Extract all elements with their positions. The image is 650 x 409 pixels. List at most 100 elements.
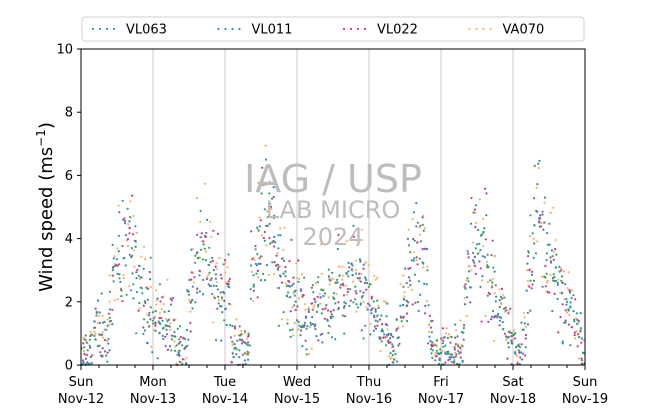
data-point: [307, 310, 310, 313]
data-point: [232, 356, 235, 359]
data-point: [121, 199, 124, 202]
data-point: [484, 187, 487, 190]
legend-label: VL011: [252, 23, 293, 38]
data-point: [505, 338, 508, 341]
data-point: [275, 254, 278, 257]
data-point: [356, 277, 359, 280]
data-point: [419, 240, 423, 243]
data-point: [98, 311, 101, 314]
data-point: [199, 236, 202, 239]
data-point: [360, 272, 363, 276]
data-point: [327, 275, 331, 278]
data-point: [314, 282, 317, 285]
data-point: [513, 333, 516, 336]
data-point: [120, 295, 123, 298]
data-point: [327, 324, 330, 327]
data-point: [526, 323, 530, 326]
data-point: [293, 294, 296, 297]
data-point: [498, 288, 501, 291]
data-point: [430, 320, 433, 323]
data-point: [302, 294, 305, 297]
data-point: [89, 346, 92, 349]
data-point: [294, 300, 297, 303]
data-point: [85, 341, 88, 344]
data-point: [148, 270, 151, 274]
data-point: [424, 312, 427, 315]
data-point: [326, 319, 329, 322]
data-point: [246, 337, 249, 340]
data-point: [292, 334, 295, 337]
legend-box: [81, 16, 585, 42]
legend-marker: [475, 27, 478, 31]
data-point: [118, 273, 121, 276]
data-point: [202, 243, 205, 246]
data-point: [231, 340, 234, 343]
data-point: [523, 311, 526, 315]
data-point: [466, 277, 469, 280]
data-point: [493, 339, 496, 343]
data-point: [94, 307, 97, 310]
data-point: [491, 277, 494, 280]
data-point: [99, 351, 102, 354]
data-point: [107, 342, 110, 345]
data-point: [291, 284, 294, 287]
data-point: [342, 284, 345, 287]
data-point: [492, 309, 495, 313]
data-point: [329, 279, 332, 282]
data-point: [190, 299, 193, 302]
data-point: [442, 345, 445, 348]
y-axis-ticks: 0 2 4 6 8 10: [56, 43, 81, 374]
data-point: [229, 323, 232, 327]
data-point: [155, 303, 158, 306]
data-point: [467, 252, 470, 255]
data-point: [250, 230, 253, 233]
data-point: [128, 232, 131, 235]
data-point: [85, 362, 88, 365]
data-point: [206, 218, 209, 221]
data-point: [537, 162, 540, 165]
data-point: [434, 351, 437, 355]
data-point: [241, 342, 244, 345]
data-point: [359, 290, 362, 293]
data-point: [381, 323, 384, 326]
data-point: [474, 225, 477, 229]
data-point: [320, 312, 323, 315]
data-point: [532, 237, 535, 240]
data-point: [341, 265, 344, 268]
data-point: [264, 158, 268, 161]
data-point: [319, 296, 322, 299]
data-point: [497, 312, 500, 316]
data-point: [551, 277, 554, 280]
data-point: [101, 331, 104, 334]
data-point: [342, 294, 346, 297]
data-point: [501, 321, 504, 324]
data-point: [528, 268, 531, 272]
data-point: [210, 277, 213, 280]
data-point: [407, 286, 410, 289]
data-point: [565, 303, 568, 306]
data-point: [194, 261, 197, 264]
data-point: [463, 297, 466, 300]
data-point: [172, 319, 175, 322]
data-point: [573, 320, 576, 323]
data-point: [356, 306, 360, 309]
data-point: [479, 285, 482, 288]
data-point: [478, 242, 481, 245]
data-point: [450, 335, 453, 339]
data-point: [552, 250, 555, 253]
data-point: [423, 282, 426, 285]
data-point: [149, 285, 152, 289]
data-point: [219, 305, 222, 308]
x-tick-date: Nov-18: [490, 392, 536, 407]
data-point: [376, 299, 379, 302]
data-point: [376, 314, 379, 317]
data-point: [434, 359, 437, 362]
data-point: [188, 293, 191, 296]
data-point: [336, 278, 339, 281]
data-point: [378, 318, 381, 321]
data-point: [292, 292, 295, 295]
data-point: [108, 323, 111, 326]
data-point: [289, 329, 292, 332]
data-point: [408, 279, 412, 282]
data-point: [549, 260, 553, 263]
